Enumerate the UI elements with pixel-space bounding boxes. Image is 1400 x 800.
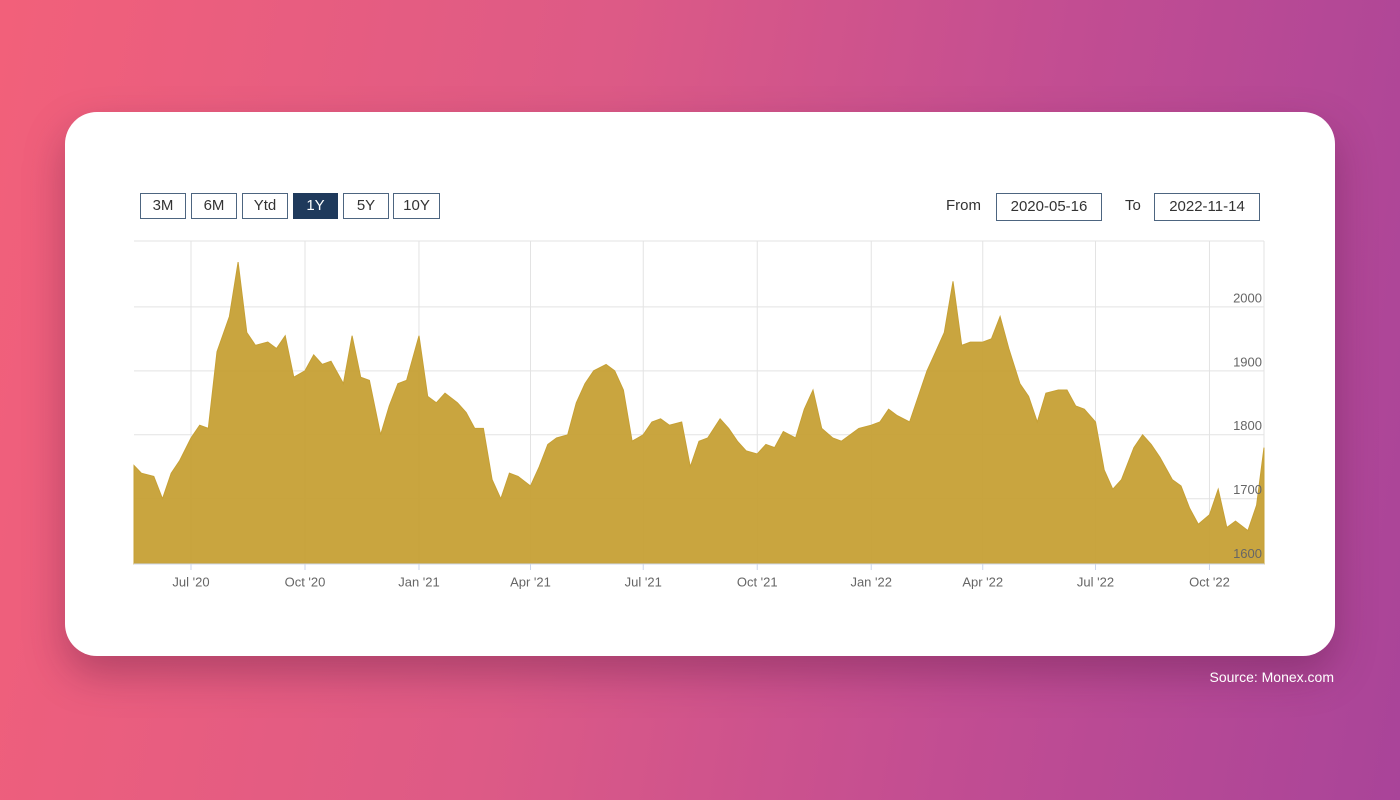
x-tick-label: Jan '22 [850,574,892,589]
range-button[interactable]: 5Y [343,193,389,219]
y-tick-label: 1700 [1233,482,1262,497]
y-tick-label: 1800 [1233,418,1262,433]
to-date[interactable]: 2022-11-14 [1154,193,1260,221]
x-tick-label: Oct '22 [1189,574,1230,589]
to-label: To [1125,197,1141,214]
source-note: Source: Monex.com [1209,669,1335,685]
from-date[interactable]: 2020-05-16 [996,193,1102,221]
x-tick-label: Jan '21 [398,574,440,589]
x-tick-label: Jul '22 [1077,574,1114,589]
from-label: From [946,197,981,214]
range-button[interactable]: 10Y [393,193,440,219]
range-button[interactable]: 6M [191,193,237,219]
y-tick-label: 1600 [1233,546,1262,561]
x-tick-label: Apr '22 [962,574,1003,589]
range-button[interactable]: 1Y [293,193,338,219]
x-tick-label: Oct '21 [737,574,778,589]
y-tick-label: 1900 [1233,354,1262,369]
x-tick-label: Apr '21 [510,574,551,589]
x-tick-label: Oct '20 [285,574,326,589]
x-tick-label: Jul '21 [625,574,662,589]
y-tick-label: 2000 [1233,290,1262,305]
range-button[interactable]: 3M [140,193,186,219]
x-tick-label: Jul '20 [172,574,209,589]
range-button[interactable]: Ytd [242,193,288,219]
price-area [133,262,1265,565]
